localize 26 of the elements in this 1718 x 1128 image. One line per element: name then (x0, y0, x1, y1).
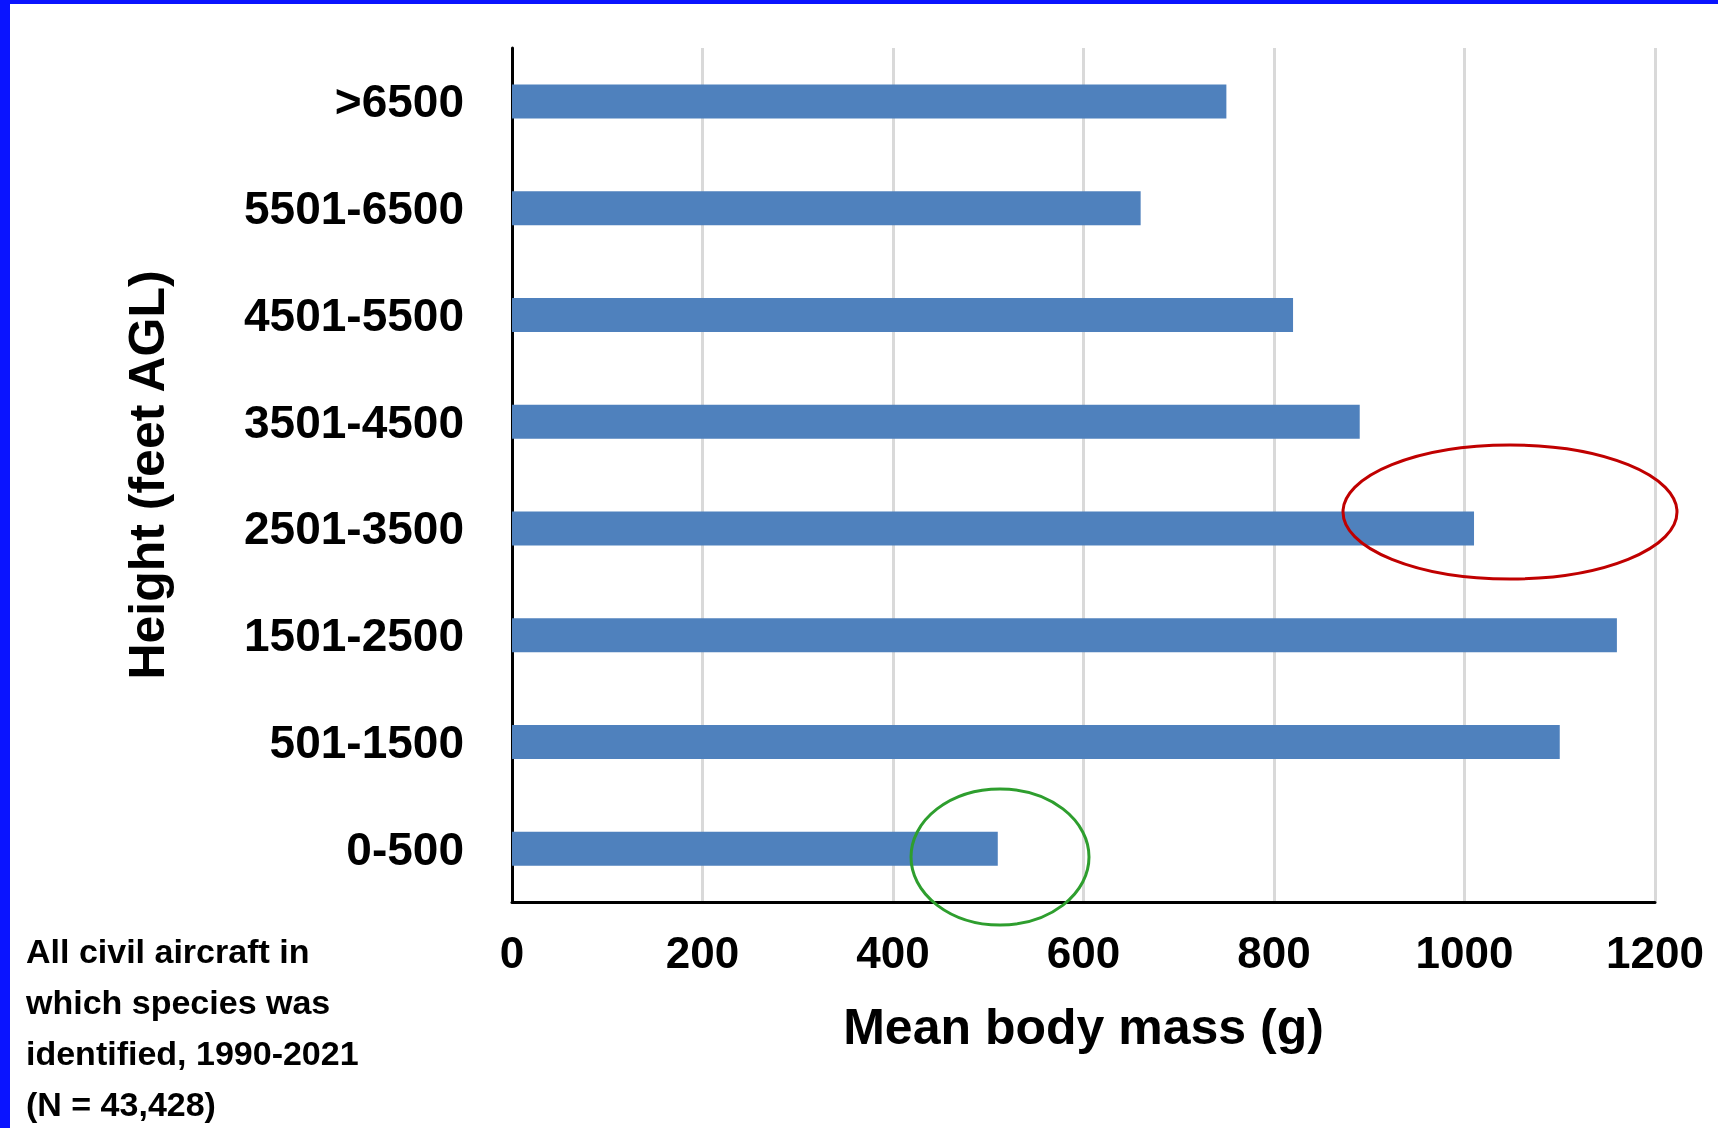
x-tick-label: 1000 (1415, 927, 1514, 977)
bar (512, 724, 1560, 759)
bar (512, 297, 1294, 332)
bar (512, 618, 1617, 653)
bar (512, 84, 1227, 119)
text: All civil aircraft in which species was identified, 1990-2021 (N = 43,428) (26, 931, 360, 1125)
y-tick-label: 501-1500 (269, 715, 464, 768)
bar (512, 831, 998, 866)
y-tick-label: 1501-2500 (244, 609, 464, 662)
bar (512, 404, 1360, 439)
x-axis-title: Mean body mass (g) (843, 999, 1324, 1055)
x-tick-label: 0 (499, 927, 525, 977)
bar (512, 511, 1475, 546)
y-tick-label: >6500 (334, 75, 464, 128)
y-tick-label: 2501-3500 (244, 502, 464, 555)
y-axis-title: Height (feet AGL) (119, 270, 175, 680)
x-tick-label: 1200 (1606, 927, 1704, 977)
bar (512, 191, 1141, 226)
y-tick-label: 4501-5500 (244, 288, 464, 341)
x-tick-label: 200 (665, 927, 740, 977)
y-tick-label: 3501-4500 (244, 395, 464, 448)
y-tick-label: 0-500 (346, 822, 464, 875)
x-tick-label: 600 (1046, 927, 1121, 977)
y-tick-label: 5501-6500 (244, 182, 464, 235)
x-tick-label: 400 (856, 927, 930, 977)
x-tick-label: 800 (1237, 927, 1311, 977)
